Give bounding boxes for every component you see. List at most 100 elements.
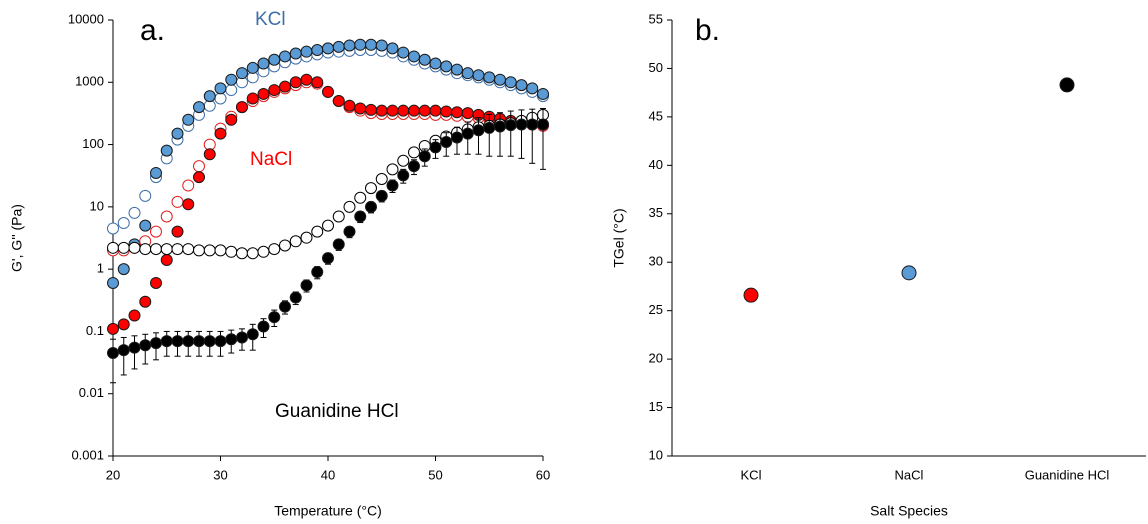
data-point xyxy=(901,265,917,281)
data-point xyxy=(139,189,152,202)
data-point xyxy=(526,82,539,95)
data-point xyxy=(279,239,291,252)
y-tick-label: 1 xyxy=(97,261,104,276)
data-point xyxy=(225,333,238,346)
data-point xyxy=(332,95,345,108)
data-point xyxy=(160,254,173,267)
data-point xyxy=(257,320,270,333)
y-tick-label: 10 xyxy=(649,447,663,462)
data-point xyxy=(451,131,463,144)
data-point xyxy=(279,50,291,63)
data-point xyxy=(332,238,345,251)
data-point xyxy=(483,71,496,84)
y-axis-label: TGel (°C) xyxy=(611,208,627,267)
data-point xyxy=(354,102,367,115)
data-point xyxy=(289,76,302,89)
data-point xyxy=(300,279,313,292)
data-point xyxy=(504,76,517,89)
data-point xyxy=(300,73,313,86)
data-point xyxy=(160,335,173,348)
y-tick-label: 40 xyxy=(649,157,663,172)
data-point xyxy=(418,150,431,163)
data-point xyxy=(375,189,388,202)
data-point xyxy=(268,53,281,66)
data-point xyxy=(117,344,130,357)
data-point xyxy=(461,67,474,80)
data-point xyxy=(182,113,195,126)
data-point xyxy=(214,244,227,257)
data-point xyxy=(365,200,377,213)
x-axis-label: Salt Species xyxy=(870,503,948,519)
data-point xyxy=(397,46,410,59)
annotation: NaCl xyxy=(250,149,292,170)
y-tick-label: 35 xyxy=(649,205,663,220)
data-point xyxy=(203,148,216,161)
data-point xyxy=(214,335,227,348)
data-point xyxy=(461,127,474,140)
data-point xyxy=(203,244,216,257)
data-point xyxy=(171,127,184,140)
data-point xyxy=(289,291,302,304)
data-point xyxy=(107,347,119,360)
data-point xyxy=(408,146,420,159)
data-point xyxy=(171,243,184,256)
y-tick-label: 20 xyxy=(649,351,663,366)
data-point xyxy=(236,101,248,114)
data-point xyxy=(429,141,442,154)
data-point xyxy=(386,163,399,176)
data-point xyxy=(268,311,281,324)
data-point xyxy=(193,244,205,257)
data-point xyxy=(354,38,367,51)
data-point xyxy=(365,103,377,116)
y-tick-label: 45 xyxy=(649,108,663,123)
annotation: b. xyxy=(695,14,720,47)
data-point xyxy=(418,53,431,66)
y-axis-label: G', G'' (Pa) xyxy=(9,204,25,272)
x-tick-label: NaCl xyxy=(895,467,924,482)
data-point xyxy=(182,179,195,192)
data-point xyxy=(171,195,184,208)
data-point xyxy=(150,243,162,256)
data-point xyxy=(354,210,367,223)
data-point xyxy=(343,39,356,52)
data-point xyxy=(107,241,119,254)
data-point xyxy=(300,45,313,58)
data-point xyxy=(225,73,238,86)
data-point xyxy=(375,104,388,117)
data-point xyxy=(246,92,259,105)
data-point xyxy=(193,160,205,173)
data-point xyxy=(193,171,205,184)
data-point xyxy=(743,287,759,303)
data-point xyxy=(150,225,162,238)
data-point xyxy=(322,219,334,232)
data-point xyxy=(214,92,227,105)
x-tick-label: 40 xyxy=(321,467,335,482)
data-point xyxy=(150,166,162,179)
data-point xyxy=(214,82,227,95)
data-point xyxy=(160,144,173,157)
data-point xyxy=(354,191,367,204)
y-tick-label: 15 xyxy=(649,399,663,414)
y-tick-label: 10000 xyxy=(68,11,104,26)
data-point xyxy=(268,243,281,256)
data-point xyxy=(397,104,410,117)
y-tick-label: 30 xyxy=(649,254,663,269)
data-point xyxy=(279,300,291,313)
data-point xyxy=(182,335,195,348)
data-point xyxy=(246,247,259,260)
data-point xyxy=(128,206,141,219)
data-point xyxy=(322,252,334,265)
data-point xyxy=(117,263,130,276)
data-point xyxy=(117,318,130,331)
data-point xyxy=(257,245,270,258)
data-point xyxy=(311,43,324,56)
data-point xyxy=(160,210,173,223)
y-tick-label: 0.001 xyxy=(71,447,104,462)
data-point xyxy=(397,154,410,167)
data-point xyxy=(397,169,410,182)
data-point xyxy=(225,245,238,258)
data-point xyxy=(236,331,248,344)
y-tick-label: 55 xyxy=(649,11,663,26)
